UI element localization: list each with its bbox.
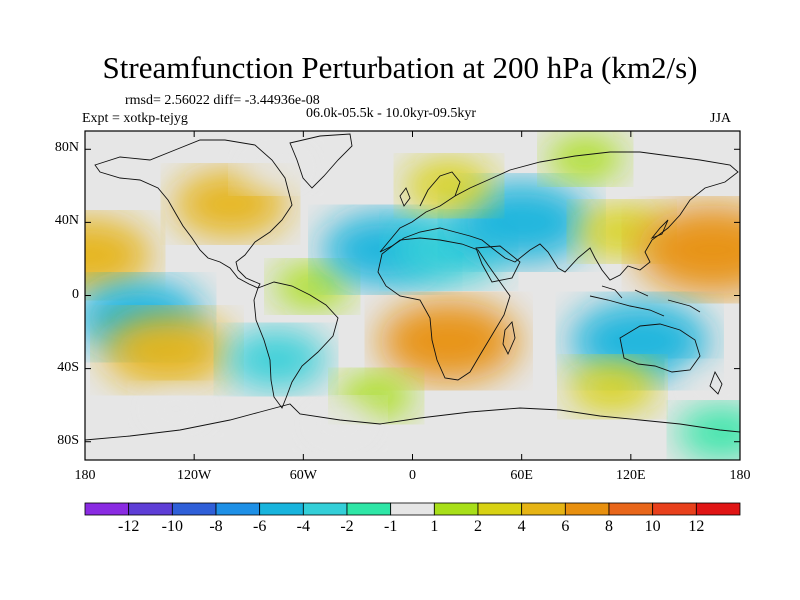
colorbar-label-7: 1: [430, 518, 439, 535]
colorbar-label-4: -4: [296, 518, 310, 535]
colorbar-label-1: -10: [161, 518, 183, 535]
colorbar-swatch-10: [521, 502, 566, 516]
colorbar-swatch-0: [84, 502, 130, 516]
colorbar-label-0: -12: [117, 518, 140, 535]
coastline-arabia: [475, 245, 521, 283]
x-tick-label-0: 180: [74, 468, 96, 483]
x-tick-label-2: 60W: [289, 468, 317, 483]
colorbar-label-6: -1: [383, 518, 398, 535]
coastline-africa: [377, 237, 511, 381]
coastline-antarctica: [85, 403, 740, 441]
anomaly-6: [272, 262, 353, 310]
colorbar-label-5: -2: [340, 518, 354, 535]
y-tick-label-1: 40N: [54, 213, 79, 229]
colorbar-swatch-9: [477, 502, 523, 516]
coastline-greenland: [289, 133, 353, 189]
x-tick-label-1: 120W: [177, 468, 212, 483]
anomaly-16: [636, 205, 740, 295]
colorbar-swatch-4: [259, 502, 304, 516]
anomaly-0: [85, 217, 153, 293]
colorbar-swatch-2: [171, 502, 217, 516]
coastline-indonesia: [589, 285, 701, 317]
y-tick-label-4: 80S: [57, 432, 79, 448]
colorbar-label-10: 6: [561, 518, 570, 535]
coastlines: [85, 133, 740, 441]
anomaly-12: [378, 300, 519, 383]
anomaly-11: [545, 134, 626, 182]
y-tick-label-2: 0: [72, 286, 79, 302]
anomaly-19: [672, 363, 740, 411]
coastline-uk: [399, 187, 411, 207]
colorbar-label-11: 8: [605, 518, 613, 535]
colorbar-swatch-3: [215, 502, 261, 516]
period-label: 06.0k-05.5k - 10.0kyr-09.5kyr: [306, 106, 477, 121]
x-tick-label-3: 0: [409, 468, 416, 483]
anomaly-21: [299, 399, 380, 447]
colorbar-swatch-11: [564, 502, 610, 516]
x-tick-label-6: 180: [729, 468, 751, 483]
coastline-scandinavia: [419, 171, 461, 207]
x-tick-label-5: 120E: [616, 468, 646, 483]
colorbar-label-2: -8: [209, 518, 223, 535]
y-tick-label-0: 80N: [54, 140, 79, 156]
colorbar-label-8: 2: [474, 518, 482, 535]
coastline-north-america: [94, 139, 293, 289]
coastline-madagascar: [502, 321, 516, 356]
season-label: JJA: [710, 111, 732, 126]
anomaly-13: [224, 328, 329, 390]
anomaly-5: [135, 385, 216, 433]
chart-title: Streamfunction Perturbation at 200 hPa (…: [102, 50, 698, 85]
colorbar-swatch-14: [695, 502, 741, 516]
coastline-australia: [619, 323, 701, 373]
anomaly-9: [451, 181, 592, 264]
anomaly-4: [236, 144, 317, 192]
axis-ticks: [84, 131, 741, 460]
coastline-new-zealand: [709, 370, 723, 395]
colorbar-label-9: 4: [517, 518, 526, 535]
colorbar: [84, 502, 741, 516]
colorbar-swatch-6: [346, 502, 392, 516]
stats-text: rmsd= 2.56022 diff= -3.44936e-08: [125, 93, 320, 108]
colorbar-label-13: 12: [688, 518, 705, 535]
coastline-eurasia: [379, 151, 739, 281]
coastline-japan: [650, 219, 669, 240]
anomaly-20: [675, 405, 740, 460]
x-tick-label-4: 60E: [510, 468, 533, 483]
colorbar-swatch-8: [433, 502, 479, 516]
colorbar-label-12: 10: [644, 518, 661, 535]
colorbar-swatch-1: [128, 502, 173, 516]
colorbar-label-3: -6: [252, 518, 267, 535]
anomaly-2: [102, 312, 231, 388]
coastline-south-america: [253, 281, 339, 409]
colorbar-swatch-5: [302, 502, 348, 516]
experiment-label: Expt = xotkp-tejyg: [82, 111, 188, 126]
anomaly-18: [566, 359, 659, 414]
colorbar-swatch-13: [652, 502, 697, 516]
y-tick-label-3: 40S: [57, 359, 79, 375]
colorbar-swatch-7: [390, 502, 435, 516]
colorbar-swatch-12: [608, 502, 654, 516]
anomaly-10: [402, 158, 495, 213]
